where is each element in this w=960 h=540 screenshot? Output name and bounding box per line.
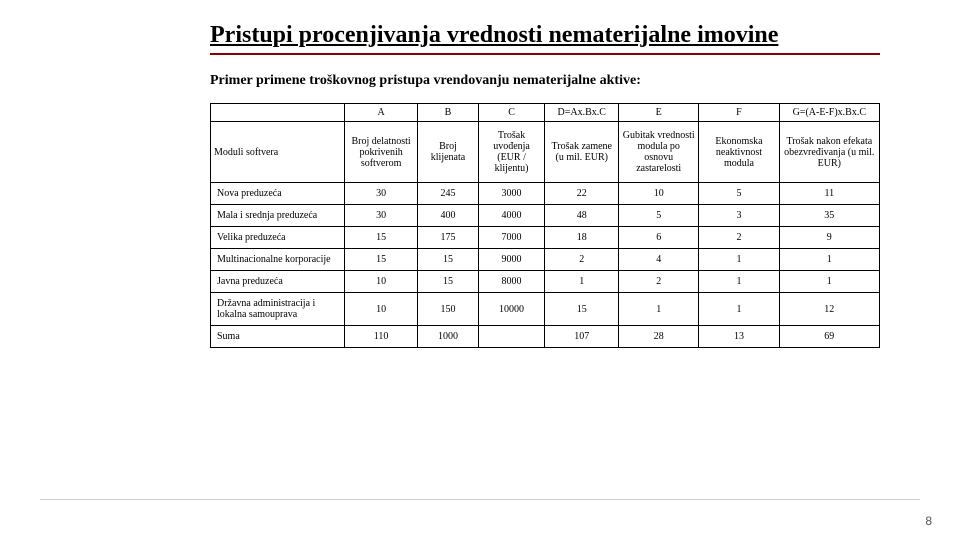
th-desc-A: Broj delatnosti pokrivenih softverom (344, 122, 418, 183)
th-E: E (619, 104, 699, 122)
cell: 2 (619, 271, 699, 293)
th-modules: Moduli softvera (211, 122, 345, 183)
cell: 10 (344, 271, 418, 293)
table-row: Multinacionalne korporacije 15 15 9000 2… (211, 249, 880, 271)
page-title: Pristupi procenjivanja vrednosti nemater… (210, 22, 880, 55)
cell: 7000 (478, 227, 545, 249)
th-desc-C: Trošak uvođenja (EUR / klijentu) (478, 122, 545, 183)
cell: 10000 (478, 293, 545, 326)
cell: 1 (699, 271, 779, 293)
table-row: Javna preduzeća 10 15 8000 1 2 1 1 (211, 271, 880, 293)
cell: 1 (545, 271, 619, 293)
subtitle: Primer primene troškovnog pristupa vrend… (210, 73, 920, 89)
sum-cell: 28 (619, 326, 699, 348)
cell: 12 (779, 293, 879, 326)
th-B: B (418, 104, 478, 122)
footer-divider (40, 499, 920, 500)
cell: 48 (545, 205, 619, 227)
th-desc-E: Gubitak vrednosti modula po osnovu zasta… (619, 122, 699, 183)
cell: 400 (418, 205, 478, 227)
sum-label: Suma (211, 326, 345, 348)
cell: 6 (619, 227, 699, 249)
cell: 4 (619, 249, 699, 271)
th-blank (211, 104, 345, 122)
cell: 1 (699, 249, 779, 271)
cell: 1 (699, 293, 779, 326)
sum-cell: 107 (545, 326, 619, 348)
table-row: Nova preduzeća 30 245 3000 22 10 5 11 (211, 183, 880, 205)
table-row: Državna administracija i lokalna samoupr… (211, 293, 880, 326)
th-desc-G: Trošak nakon efekata obezvređivanja (u m… (779, 122, 879, 183)
cell: 9000 (478, 249, 545, 271)
cell: 150 (418, 293, 478, 326)
sum-cell: 1000 (418, 326, 478, 348)
cell: 2 (699, 227, 779, 249)
row-label: Javna preduzeća (211, 271, 345, 293)
cell: 2 (545, 249, 619, 271)
cell: 10 (344, 293, 418, 326)
cell: 11 (779, 183, 879, 205)
cell: 1 (619, 293, 699, 326)
cell: 18 (545, 227, 619, 249)
sum-cell: 110 (344, 326, 418, 348)
cell: 35 (779, 205, 879, 227)
th-desc-D: Trošak zamene (u mil. EUR) (545, 122, 619, 183)
cell: 15 (344, 249, 418, 271)
th-G: G=(A-E-F)x.Bx.C (779, 104, 879, 122)
sum-cell (478, 326, 545, 348)
cell: 1 (779, 271, 879, 293)
row-label: Multinacionalne korporacije (211, 249, 345, 271)
row-label: Državna administracija i lokalna samoupr… (211, 293, 345, 326)
cell: 245 (418, 183, 478, 205)
table-row: Velika preduzeća 15 175 7000 18 6 2 9 (211, 227, 880, 249)
cell: 5 (619, 205, 699, 227)
cell: 30 (344, 205, 418, 227)
th-desc-F: Ekonomska neaktivnost modula (699, 122, 779, 183)
cell: 4000 (478, 205, 545, 227)
th-desc-B: Broj klijenata (418, 122, 478, 183)
cell: 3 (699, 205, 779, 227)
row-label: Nova preduzeća (211, 183, 345, 205)
th-A: A (344, 104, 418, 122)
table-row: Mala i srednja preduzeća 30 400 4000 48 … (211, 205, 880, 227)
table-header-row-1: A B C D=Ax.Bx.C E F G=(A-E-F)x.Bx.C (211, 104, 880, 122)
row-label: Velika preduzeća (211, 227, 345, 249)
cell: 9 (779, 227, 879, 249)
cost-approach-table-wrapper: A B C D=Ax.Bx.C E F G=(A-E-F)x.Bx.C Modu… (210, 103, 880, 348)
table-header-row-2: Moduli softvera Broj delatnosti pokriven… (211, 122, 880, 183)
cell: 3000 (478, 183, 545, 205)
cell: 5 (699, 183, 779, 205)
page-number: 8 (925, 514, 932, 528)
th-C: C (478, 104, 545, 122)
cell: 10 (619, 183, 699, 205)
cell: 15 (545, 293, 619, 326)
cost-approach-table: A B C D=Ax.Bx.C E F G=(A-E-F)x.Bx.C Modu… (210, 103, 880, 348)
sum-cell: 13 (699, 326, 779, 348)
cell: 15 (418, 271, 478, 293)
sum-cell: 69 (779, 326, 879, 348)
cell: 22 (545, 183, 619, 205)
cell: 1 (779, 249, 879, 271)
cell: 15 (418, 249, 478, 271)
cell: 8000 (478, 271, 545, 293)
cell: 15 (344, 227, 418, 249)
cell: 30 (344, 183, 418, 205)
table-sum-row: Suma 110 1000 107 28 13 69 (211, 326, 880, 348)
row-label: Mala i srednja preduzeća (211, 205, 345, 227)
th-D: D=Ax.Bx.C (545, 104, 619, 122)
cell: 175 (418, 227, 478, 249)
th-F: F (699, 104, 779, 122)
